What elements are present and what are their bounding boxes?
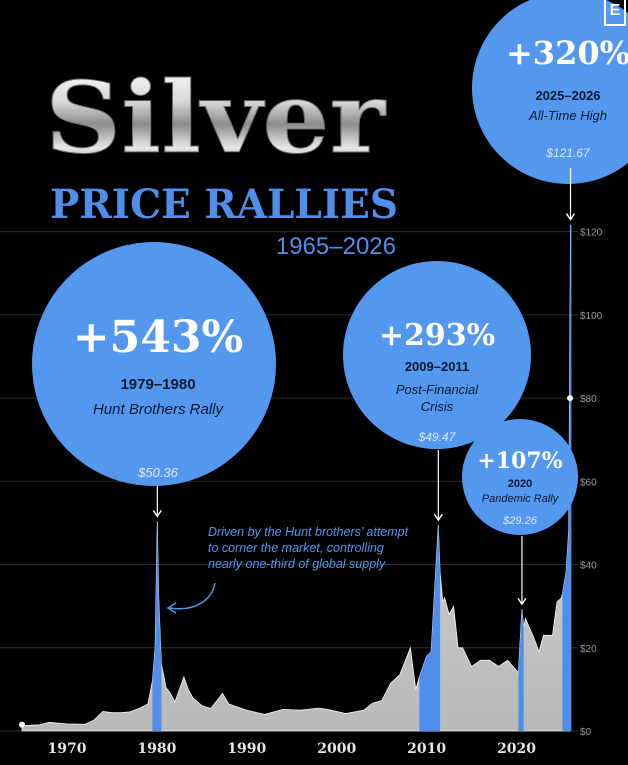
callout-ath: +320% 2025–2026 All-Time High $121.67: [472, 0, 628, 184]
y-tick-label-40: $40: [580, 561, 597, 572]
price-area: [19, 224, 572, 732]
pointer-head-ath: [565, 213, 576, 221]
rally-segment-1: [419, 525, 441, 731]
annotation-line-3: nearly one-third of global supply: [208, 557, 386, 571]
callout-hunt-pct: +543%: [73, 312, 244, 363]
annotation-line-2: to corner the market, controlling: [208, 541, 384, 555]
x-tick-label-2010: 2010: [407, 741, 446, 757]
series-start-dot: [19, 721, 25, 728]
y-tick-label-120: $120: [580, 228, 603, 239]
x-tick-label-2020: 2020: [497, 741, 536, 757]
rally-segment-0: [152, 521, 162, 731]
callout-hunt-peak-label: $50.36: [137, 465, 179, 480]
x-tick-label-1980: 1980: [137, 741, 176, 757]
callout-gfc-circle: [343, 261, 531, 449]
y-axis-ticks: $0 $20 $40 $60 $80 $100 $120: [580, 228, 603, 738]
callout-ath-pct: +320%: [506, 34, 628, 72]
callout-hunt: +543% 1979–1980 Hunt Brothers Rally $50.…: [32, 242, 276, 486]
rally-callouts: +543% 1979–1980 Hunt Brothers Rally $50.…: [32, 0, 628, 535]
title-silver: Silver: [45, 61, 386, 176]
pointer-head-pandemic: [517, 597, 527, 606]
callout-gfc-peak-label: $49.47: [418, 430, 457, 444]
subtitle-price-rallies: PRICE RALLIES: [50, 181, 398, 228]
annotation-arrow: [169, 582, 216, 610]
pointer-head-gfc: [433, 513, 443, 522]
callout-hunt-years: 1979–1980: [120, 376, 195, 393]
callout-hunt-circle: [32, 242, 276, 486]
x-tick-label-2000: 2000: [317, 741, 356, 757]
callout-gfc-desc-2: Crisis: [421, 399, 454, 414]
callout-pandemic-circle: [462, 419, 578, 535]
callout-ath-desc: All-Time High: [528, 108, 607, 123]
callout-gfc-pct: +293%: [379, 318, 495, 353]
callout-hunt-desc: Hunt Brothers Rally: [93, 401, 225, 418]
x-axis-ticks: 1970 1980 1990 2000 2010 2020: [47, 741, 536, 757]
y-tick-label-100: $100: [580, 311, 603, 322]
callout-ath-peak-label: $121.67: [545, 146, 591, 160]
callout-pandemic-peak-label: $29.26: [502, 515, 538, 527]
callout-gfc-years: 2009–2011: [405, 359, 469, 374]
pointer-head-hunt: [152, 510, 162, 518]
callout-pandemic-pct: +107%: [477, 448, 562, 474]
hunt-annotation: Driven by the Hunt brothers’ attempt to …: [166, 525, 409, 614]
callout-gfc: +293% 2009–2011 Post-Financial Crisis $4…: [343, 261, 531, 449]
y-tick-label-20: $20: [580, 644, 597, 655]
peak-pointers: [152, 168, 576, 606]
annotation-arrowhead: [166, 602, 177, 614]
rally-segment-2: [518, 609, 524, 731]
publisher-logo: E: [604, 0, 626, 26]
price-area-path: [21, 224, 571, 732]
rally-segment-3: [562, 224, 572, 731]
ath-80-marker: [567, 395, 574, 402]
annotation-line-1: Driven by the Hunt brothers’ attempt: [208, 525, 409, 539]
callout-pandemic: +107% 2020 Pandemic Rally $29.26: [462, 419, 578, 535]
x-tick-label-1970: 1970: [47, 741, 86, 757]
callout-pandemic-years: 2020: [508, 478, 532, 490]
callout-pandemic-desc: Pandemic Rally: [482, 493, 560, 505]
y-tick-label-60: $60: [580, 477, 597, 488]
callout-ath-years: 2025–2026: [535, 88, 600, 103]
callout-gfc-desc-1: Post-Financial: [396, 382, 479, 397]
y-tick-label-0: $0: [580, 727, 592, 738]
x-tick-label-1990: 1990: [227, 741, 266, 757]
callout-ath-circle: [472, 0, 628, 184]
date-range: 1965–2026: [276, 233, 396, 260]
y-tick-label-80: $80: [580, 394, 597, 405]
